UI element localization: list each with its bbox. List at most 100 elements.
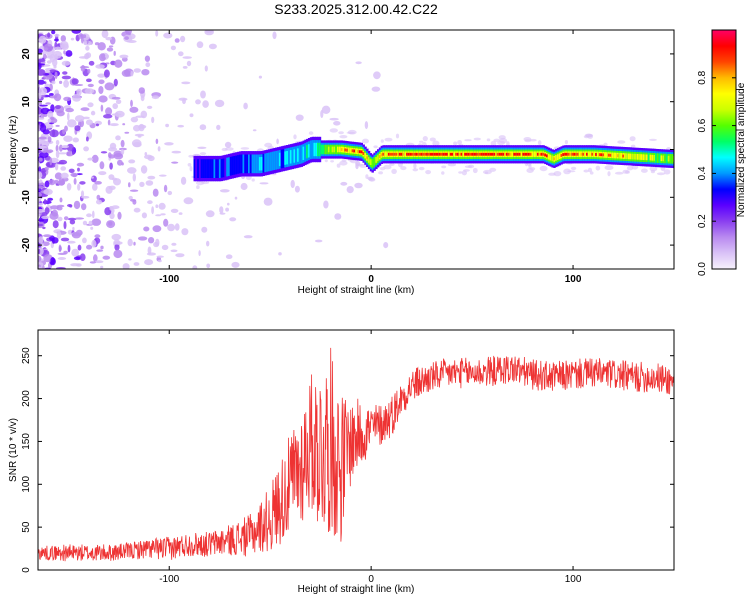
spectrogram-blob [182,56,192,59]
spectrogram-blob [73,256,82,261]
spectrogram-ridge-cell [511,151,514,158]
spectrogram-blob [54,163,59,171]
spectrogram-blob [108,221,113,226]
spectrogram-blob [364,121,369,130]
spectrogram-blob [234,196,238,200]
spectrogram-ridge-cell [671,156,674,162]
spectrogram-ridge-cell [536,152,540,156]
spectrogram-blob [320,110,324,118]
spectrogram-haze [604,165,614,171]
spectrogram-ridge-cell [457,152,460,156]
spectrogram-blob [38,182,45,186]
spectrogram-blob [117,211,122,220]
spectrogram-blob [141,69,150,76]
spectrogram-ridge-cell [558,153,562,160]
spectrogram-haze [524,139,532,143]
spectrogram-ridge-cell [426,152,429,156]
spectrogram-blob [47,32,51,38]
spectrogram-blob [86,244,93,250]
spectrogram-blob [62,129,66,135]
colorbar: 0.0 0.2 0.4 0.6 0.8 Normalized spectral ampl… [697,29,747,276]
spectrogram-blob [106,47,114,52]
spectrogram-ridge-cell [297,148,300,162]
spectrogram-blob [99,161,105,170]
spectrogram-blob [83,39,87,45]
spectrogram-blob [96,199,102,205]
spectrogram-ridge-cell [404,151,407,158]
spectrogram-blob [227,202,230,206]
spectrogram-blob [113,153,124,160]
spectrogram-ridge-cell [500,152,503,156]
spectrogram-haze [429,137,436,142]
spectrogram-blob [38,125,41,130]
spectrogram-haze [583,169,589,173]
spectrogram-ridge-cell [353,149,356,153]
spectrogram-blob [70,172,78,177]
spectrogram-blob [88,60,95,66]
spectrogram-haze [357,163,364,166]
spectrogram-ridge-cell [237,155,240,174]
spectrogram-blob [49,54,56,62]
spectrogram-ridge-cell [466,152,469,156]
spectrogram-blob [219,212,226,215]
spectrogram-ridge-cell [446,152,449,156]
spectrogram-ridge-cell [609,153,612,157]
spectrogram-ridge-cell [197,159,200,178]
spectrogram-haze [453,141,458,146]
spectrogram-blob [147,246,152,255]
spectrogram-blob [65,50,73,57]
spectrogram-blob [155,204,159,208]
spectrogram-ridge-cell [633,153,636,160]
spectrogram-haze [384,137,393,142]
spectrogram-ridge-cell [453,151,456,158]
spectrogram-ridge-cell [509,152,512,156]
spectrogram-ridge-cell [591,152,594,156]
spectrogram-ridge-cell [364,152,367,159]
spectrogram-blob [197,146,207,149]
spectrogram-blob [167,223,176,232]
spectrogram-ridge-cell [471,152,474,156]
spectrogram-blob [145,62,151,68]
spectrogram-haze [629,136,636,142]
spectrogram-blob [80,190,85,198]
spectrogram-ridge-cell [382,152,385,156]
spectrogram-blob [182,66,188,69]
spectrogram-ridge-cell [476,152,480,156]
spectrogram-blob [77,244,82,251]
spectrogram-blob [76,173,83,176]
spectrogram-blob [54,33,60,37]
spectrogram-blob [201,226,208,233]
spectrogram-ridge-cell [233,156,236,175]
spectrogram-blob [147,175,156,180]
snr-y-tick-label: 50 [21,521,32,533]
spectrogram-ridge-cell [226,157,229,177]
spectrogram-blob [44,207,50,215]
spectrogram-blob [38,223,44,227]
spectrogram-ridge-cell [473,152,476,156]
spectrogram-blob [60,166,66,171]
spectrogram-ridge-cell [278,152,282,167]
spectrogram-blob [206,240,210,247]
spectrogram-ridge-cell [607,153,611,157]
spectrogram-ridge-cell [369,159,373,165]
spectrogram-blob [85,119,93,126]
snr-y-tick-label: 250 [21,347,32,364]
spectrogram-haze [240,147,250,150]
spectrogram-blob [151,95,160,100]
spectrogram-ridge-cell [366,156,369,160]
spectrogram-blob [52,220,59,229]
spectrogram-blob [80,65,86,72]
spectrogram-blob [111,233,122,241]
spectrogram-blob [55,124,60,127]
spectrogram-ridge-cell [460,152,463,156]
spectrogram-ridge-cell [613,152,616,159]
spectrogram-blob [143,226,150,232]
spectrogram-ridge-cell [295,146,298,165]
spectrogram-ridge-cell [593,151,596,158]
spectrogram-blob [115,99,122,105]
spectrogram-blob [109,142,117,150]
spectrogram-blob [60,172,69,179]
spectrogram-blob [114,110,125,118]
spectrogram-ridge-cell [266,153,269,172]
spectrogram-blob [98,86,104,94]
